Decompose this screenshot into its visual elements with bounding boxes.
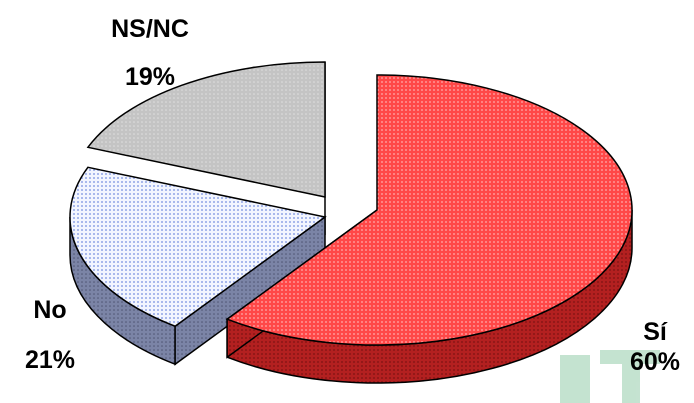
pie-slice-top-si xyxy=(225,74,633,346)
pie-slice-top-no xyxy=(69,166,327,328)
pie-slice-si xyxy=(225,74,633,384)
pie-slices xyxy=(69,61,633,384)
label-percent-si: 60% xyxy=(630,348,680,376)
label-percent-no: 21% xyxy=(25,346,75,374)
label-category-no: No xyxy=(33,296,66,324)
pie-slice-no xyxy=(69,166,327,366)
watermark-graphic xyxy=(560,350,660,403)
pie-slice-top-nsnc xyxy=(86,61,326,198)
label-percent-nsnc: 19% xyxy=(125,63,175,91)
label-category-si: Sí xyxy=(643,318,668,346)
label-category-nsnc: NS/NC xyxy=(111,15,189,43)
